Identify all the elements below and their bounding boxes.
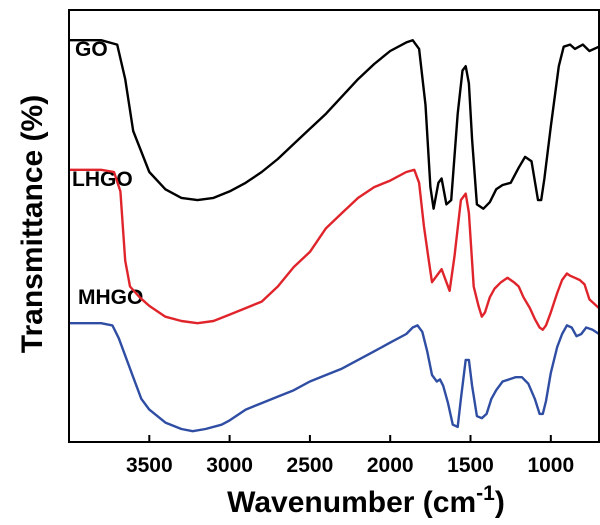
series-line-lhgo xyxy=(69,168,600,331)
x-tick-label: 2000 xyxy=(367,454,414,477)
x-tick-label: 2500 xyxy=(287,454,334,477)
series-label-go: GO xyxy=(75,38,108,61)
x-tick-label: 1500 xyxy=(447,454,494,477)
x-axis-title-superscript: -1 xyxy=(476,482,495,505)
x-tick-label: 3500 xyxy=(126,454,173,477)
x-tick-label: 3000 xyxy=(206,454,253,477)
plot-frame xyxy=(68,9,600,443)
series-line-mhgo xyxy=(69,322,600,433)
y-axis-title: Transmittance (%) xyxy=(16,95,49,353)
x-axis-title: Wavenumber (cm-1) xyxy=(227,482,505,519)
series-label-lhgo: LHGO xyxy=(72,168,133,191)
x-axis-title-main: Wavenumber (cm xyxy=(227,486,476,519)
x-axis-title-close: ) xyxy=(495,486,505,519)
series-line-go xyxy=(69,39,600,210)
x-axis-ticks: 3500 3000 2500 2000 1500 1000 xyxy=(126,435,574,477)
series-label-mhgo: MHGO xyxy=(78,286,143,309)
x-tick-label: 1000 xyxy=(527,454,574,477)
series-lines xyxy=(69,39,600,433)
